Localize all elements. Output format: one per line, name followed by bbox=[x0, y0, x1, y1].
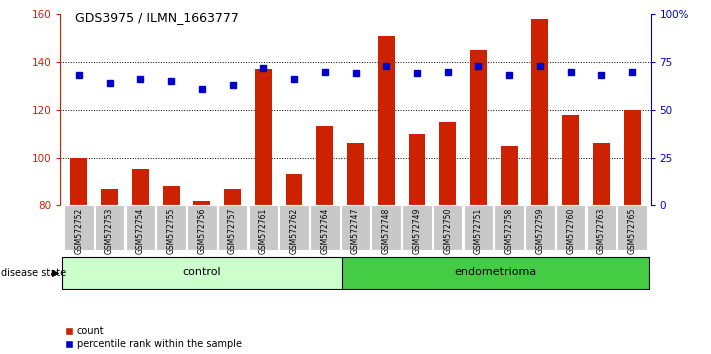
Bar bbox=[501, 145, 518, 205]
Text: GSM572761: GSM572761 bbox=[259, 207, 268, 254]
Text: GSM572752: GSM572752 bbox=[75, 207, 83, 254]
Bar bbox=[562, 115, 579, 205]
Text: GSM572748: GSM572748 bbox=[382, 207, 391, 254]
Bar bbox=[255, 69, 272, 205]
Text: GSM572757: GSM572757 bbox=[228, 207, 237, 254]
FancyBboxPatch shape bbox=[587, 205, 616, 250]
Text: disease state: disease state bbox=[1, 268, 66, 278]
Bar bbox=[286, 174, 302, 205]
FancyBboxPatch shape bbox=[341, 205, 370, 250]
Bar bbox=[531, 19, 548, 205]
Bar bbox=[101, 189, 118, 205]
Bar bbox=[624, 110, 641, 205]
Text: GSM572759: GSM572759 bbox=[535, 207, 545, 254]
Bar bbox=[163, 186, 180, 205]
FancyBboxPatch shape bbox=[402, 205, 432, 250]
FancyBboxPatch shape bbox=[617, 205, 647, 250]
FancyBboxPatch shape bbox=[342, 257, 649, 289]
Bar bbox=[224, 189, 241, 205]
Text: GSM572750: GSM572750 bbox=[443, 207, 452, 254]
FancyBboxPatch shape bbox=[126, 205, 155, 250]
FancyBboxPatch shape bbox=[525, 205, 555, 250]
Bar bbox=[70, 158, 87, 205]
Text: GSM572763: GSM572763 bbox=[597, 207, 606, 254]
Text: GSM572754: GSM572754 bbox=[136, 207, 145, 254]
Bar bbox=[132, 170, 149, 205]
FancyBboxPatch shape bbox=[371, 205, 401, 250]
Text: GDS3975 / ILMN_1663777: GDS3975 / ILMN_1663777 bbox=[75, 11, 238, 24]
Text: GSM572751: GSM572751 bbox=[474, 207, 483, 254]
Bar bbox=[193, 200, 210, 205]
FancyBboxPatch shape bbox=[249, 205, 278, 250]
FancyBboxPatch shape bbox=[62, 257, 342, 289]
FancyBboxPatch shape bbox=[464, 205, 493, 250]
FancyBboxPatch shape bbox=[310, 205, 340, 250]
Text: GSM572765: GSM572765 bbox=[628, 207, 636, 254]
FancyBboxPatch shape bbox=[218, 205, 247, 250]
Text: GSM572753: GSM572753 bbox=[105, 207, 114, 254]
FancyBboxPatch shape bbox=[433, 205, 462, 250]
Legend: count, percentile rank within the sample: count, percentile rank within the sample bbox=[65, 326, 242, 349]
Bar bbox=[593, 143, 610, 205]
Bar bbox=[347, 143, 364, 205]
Text: GSM572764: GSM572764 bbox=[320, 207, 329, 254]
FancyBboxPatch shape bbox=[279, 205, 309, 250]
FancyBboxPatch shape bbox=[156, 205, 186, 250]
FancyBboxPatch shape bbox=[494, 205, 524, 250]
FancyBboxPatch shape bbox=[556, 205, 585, 250]
Bar bbox=[470, 50, 487, 205]
Text: endometrioma: endometrioma bbox=[454, 267, 537, 277]
Bar bbox=[378, 36, 395, 205]
Text: GSM572762: GSM572762 bbox=[289, 207, 299, 254]
Bar bbox=[316, 126, 333, 205]
Text: GSM572758: GSM572758 bbox=[505, 207, 513, 254]
Text: GSM572756: GSM572756 bbox=[198, 207, 206, 254]
Bar bbox=[409, 133, 425, 205]
Text: GSM572760: GSM572760 bbox=[566, 207, 575, 254]
Bar bbox=[439, 122, 456, 205]
Text: ▶: ▶ bbox=[52, 268, 60, 278]
Text: GSM572747: GSM572747 bbox=[351, 207, 360, 254]
FancyBboxPatch shape bbox=[187, 205, 217, 250]
FancyBboxPatch shape bbox=[95, 205, 124, 250]
Text: GSM572755: GSM572755 bbox=[166, 207, 176, 254]
Text: GSM572749: GSM572749 bbox=[412, 207, 422, 254]
FancyBboxPatch shape bbox=[64, 205, 94, 250]
Text: control: control bbox=[183, 267, 221, 277]
